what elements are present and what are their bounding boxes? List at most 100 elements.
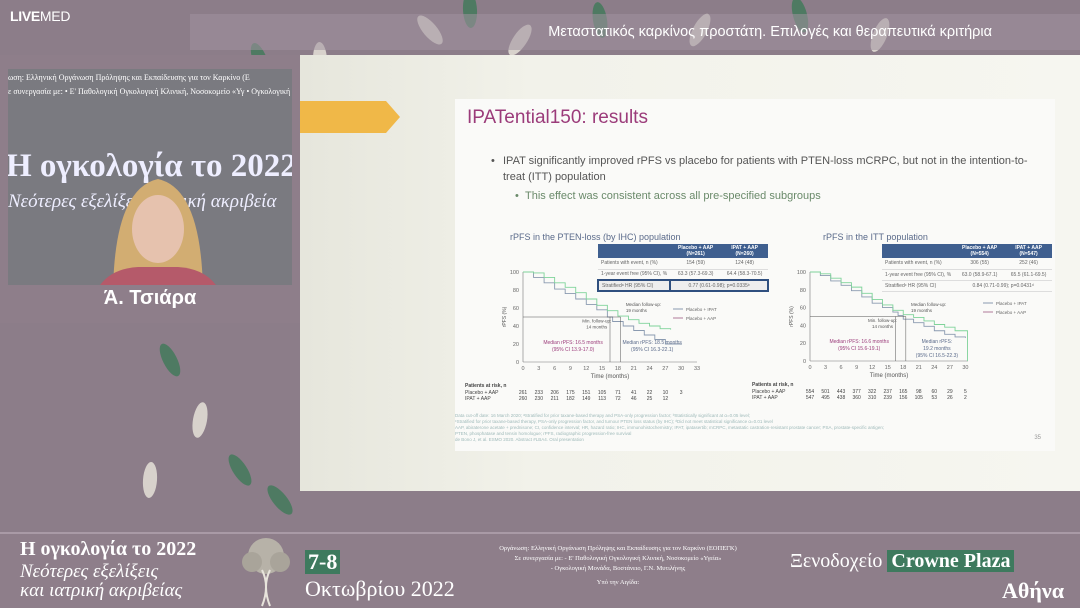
footnotes: Data cut-off date: 16 March 2020; ᵃStrat… (455, 413, 885, 442)
risk-value: 113 (598, 396, 606, 402)
organizers: Οργάνωση: Ελληνική Οργάνωση Πρόληψης και… (499, 545, 737, 586)
risk-value: 206 (550, 390, 559, 396)
risk-value: 322 (868, 389, 877, 395)
y-tick-label: 100 (510, 270, 519, 276)
median-rpfs-ipat: Median rPFS: 18.5 months (622, 340, 682, 346)
y-tick-label: 0 (803, 359, 806, 365)
speaker-name: Ά. Τσιάρα (103, 287, 197, 309)
km-plot-0: 0 3 6 9 12 15 18 21 24 27 30 33 0 20 40 60 80 100 Time (mo… (465, 270, 717, 402)
bullet-point: IPAT significantly improved rPFS vs plac… (491, 153, 1043, 185)
risk-value: 438 (837, 395, 846, 401)
slide-title: IPATential150: results (467, 107, 648, 128)
risk-value: 149 (582, 396, 591, 402)
x-tick-label: 21 (916, 365, 922, 371)
median-rpfs-placebo: Median rPFS: 16.5 months (543, 340, 603, 346)
median-rpfs-placebo: Median rPFS: 16.6 months (829, 339, 889, 345)
median-line (810, 316, 907, 361)
footer-banner: Η ογκολογία το 2022 Νεότερες εξελίξεις κα… (0, 532, 1080, 608)
min-followup-annotation: 14 months (872, 324, 894, 329)
x-tick-label: 27 (662, 366, 668, 372)
risk-value: 495 (821, 395, 830, 401)
median-rpfs-ipat: (95% CI 16.3-22.1) (631, 347, 674, 353)
risk-value: 230 (535, 396, 544, 402)
y-tick-label: 40 (513, 324, 519, 330)
risk-value: 105 (915, 395, 924, 401)
leaf-decoration (142, 462, 158, 498)
median-followup-annotation: Median follow-up: (911, 302, 946, 307)
presentation-slide: IPATential150: results IPAT significantl… (300, 55, 1080, 491)
median-followup-annotation: 19 months (626, 308, 648, 313)
risk-value: 239 (884, 395, 893, 401)
x-tick-label: 6 (553, 366, 556, 372)
y-tick-label: 20 (800, 341, 806, 347)
x-tick-label: 6 (840, 365, 843, 371)
curve-ipat-aap (810, 271, 968, 361)
y-tick-label: 20 (513, 342, 519, 348)
y-tick-label: 40 (800, 323, 806, 329)
x-axis-label: Time (months) (870, 373, 908, 379)
x-tick-label: 24 (931, 365, 937, 371)
y-tick-label: 0 (516, 360, 519, 366)
x-axis-label: Time (months) (591, 374, 629, 380)
livemed-logo: LIVEMED (10, 8, 71, 24)
backdrop-text: ωση: Ελληνική Οργάνωση Πρόληψης και Εκπα… (8, 73, 250, 82)
y-tick-label: 60 (800, 306, 806, 312)
risk-value: 233 (535, 390, 544, 396)
median-rpfs-placebo: (95% CI 15.6-19.1) (838, 346, 881, 352)
x-tick-label: 30 (962, 365, 968, 371)
leaf-decoration (192, 402, 208, 438)
x-tick-label: 3 (824, 365, 827, 371)
risk-value: 5 (964, 389, 967, 395)
median-rpfs-ipat: Median rPFS: (922, 339, 953, 345)
sub-bullet-point: This effect was consistent across all pr… (515, 189, 821, 203)
y-tick-label: 80 (800, 288, 806, 294)
speaker-video: ωση: Ελληνική Οργάνωση Πρόληψης και Εκπα… (8, 69, 292, 285)
risk-value: 211 (551, 396, 559, 402)
x-tick-label: 27 (947, 365, 953, 371)
risk-value: 10 (663, 390, 669, 396)
risk-value: 98 (916, 389, 922, 395)
conference-subtitle: Νεότερες εξελίξεις και ιατρική ακριβείας (20, 561, 183, 601)
risk-value: 165 (899, 389, 908, 395)
risk-value: 12 (663, 396, 669, 402)
min-followup-annotation: Min. follow-up: (582, 318, 611, 323)
city: Αθήνα (1002, 578, 1064, 603)
median-followup-annotation: Median follow-up: (626, 302, 661, 307)
x-tick-label: 18 (900, 365, 906, 371)
risk-value: 547 (806, 395, 815, 401)
speaker-image (100, 179, 216, 285)
x-tick-label: 15 (885, 365, 891, 371)
x-tick-label: 9 (569, 366, 572, 372)
risk-value: 46 (631, 396, 637, 402)
x-tick-label: 12 (583, 366, 589, 372)
risk-row-label: Placebo + AAP (465, 390, 499, 396)
risk-value: 260 (519, 396, 528, 402)
x-tick-label: 9 (855, 365, 858, 371)
title-bar (190, 14, 1080, 50)
leaf-decoration (267, 485, 293, 515)
median-rpfs-placebo: (95% CI 13.9-17.0) (552, 347, 595, 353)
risk-value: 22 (647, 390, 653, 396)
risk-value: 26 (947, 395, 953, 401)
risk-value: 25 (647, 396, 653, 402)
risk-row-label: Placebo + AAP (752, 389, 786, 395)
conference-title: Η ογκολογία το 2022 (20, 538, 197, 560)
session-title: Μεταστατικός καρκίνος προστάτη. Επιλογές… (548, 24, 992, 40)
risk-value: 53 (932, 395, 938, 401)
risk-value: 554 (806, 389, 815, 395)
risk-title: Patients at risk, n (752, 382, 793, 388)
risk-value: 237 (884, 389, 893, 395)
curve-placebo-aap (523, 271, 682, 345)
x-tick-label: 15 (599, 366, 605, 372)
y-tick-label: 80 (513, 288, 519, 294)
risk-value: 182 (566, 396, 575, 402)
venue: Ξενοδοχείο Crowne Plaza (790, 548, 1015, 574)
leaf-decoration (228, 454, 252, 486)
risk-value: 261 (519, 390, 528, 396)
risk-value: 105 (598, 390, 607, 396)
median-followup-annotation: 19 months (911, 308, 933, 313)
risk-value: 60 (932, 389, 938, 395)
y-tick-label: 60 (513, 306, 519, 312)
risk-value: 3 (680, 390, 683, 396)
